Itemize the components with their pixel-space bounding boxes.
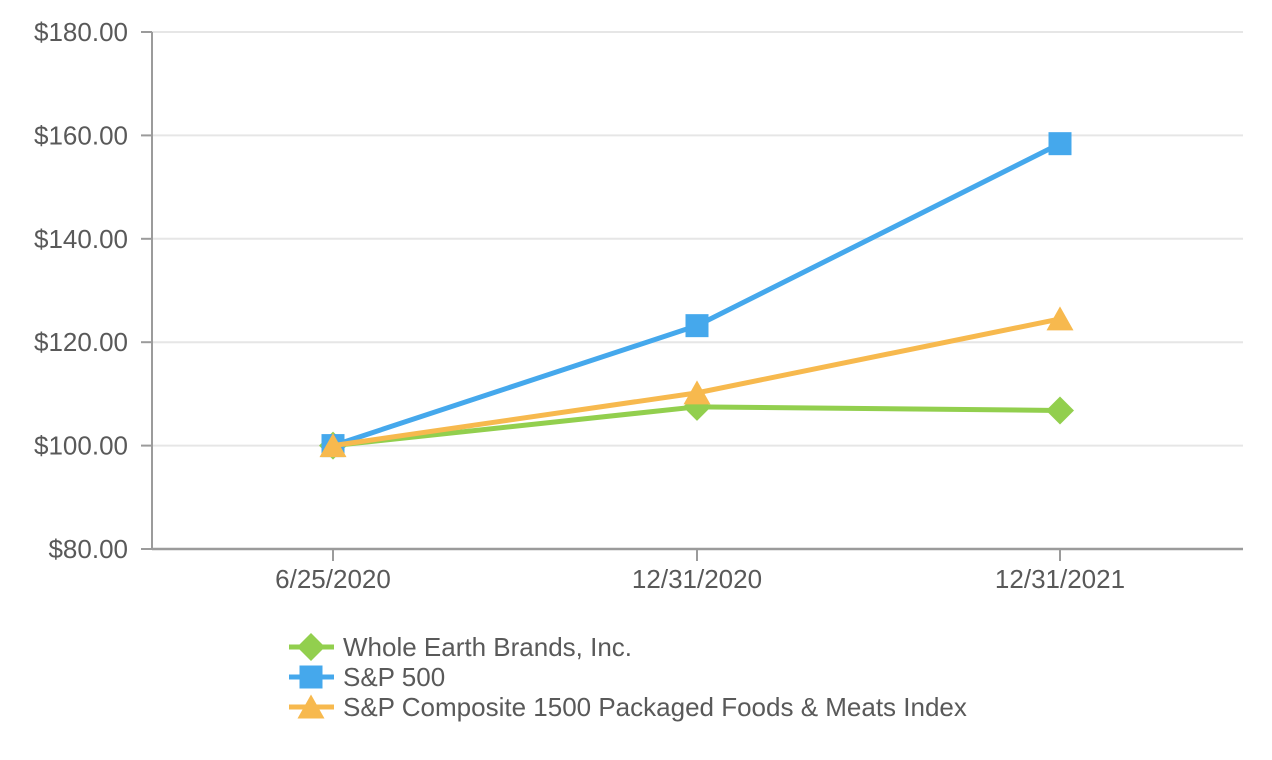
marker-sp-composite-1500-packaged-foods-meats-1-triangle-marker xyxy=(683,380,711,405)
legend-label-whole-earth-brands: Whole Earth Brands, Inc. xyxy=(343,632,632,662)
x-axis-label: 12/31/2021 xyxy=(995,564,1125,594)
y-axis-label: $160.00 xyxy=(34,120,128,150)
marker-whole-earth-brands-2-diamond-marker xyxy=(1046,396,1074,425)
y-axis-label: $140.00 xyxy=(34,224,128,254)
marker-sp-composite-1500-packaged-foods-meats-2-triangle-marker xyxy=(1046,306,1074,331)
x-axis-label: 6/25/2020 xyxy=(275,564,391,594)
y-axis-label: $120.00 xyxy=(34,327,128,357)
legend-sp-500-square-marker xyxy=(299,665,323,689)
legend-label-sp-composite-1500-packaged-foods-meats: S&P Composite 1500 Packaged Foods & Meat… xyxy=(343,692,967,722)
y-axis-label: $80.00 xyxy=(48,534,128,564)
marker-sp-500-1-square-marker xyxy=(685,314,709,338)
y-axis-label: $180.00 xyxy=(34,17,128,47)
y-axis-label: $100.00 xyxy=(34,431,128,461)
x-axis-label: 12/31/2020 xyxy=(632,564,762,594)
legend-label-sp-500: S&P 500 xyxy=(343,662,445,692)
legend-whole-earth-brands-diamond-marker xyxy=(297,633,325,661)
marker-sp-composite-1500-packaged-foods-meats-0-triangle-marker xyxy=(319,433,347,458)
legend-sp-composite-1500-packaged-foods-meats-triangle-marker xyxy=(297,694,325,719)
marker-sp-500-2-square-marker xyxy=(1048,132,1072,156)
